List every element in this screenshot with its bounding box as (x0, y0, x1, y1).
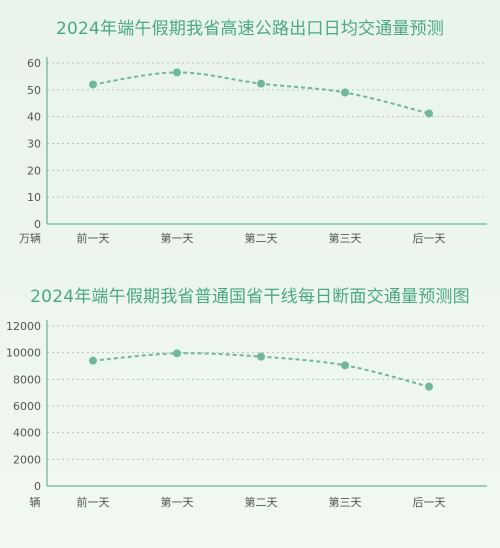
chart-1-y-tick-label: 30 (27, 138, 41, 151)
chart-1-series-line (92, 71, 430, 115)
chart-1-title: 2024年端午假期我省高速公路出口日均交通量预测 (55, 19, 445, 39)
chart-1-y-tick-label: 40 (27, 111, 41, 124)
chart-1-x-tick-label: 第一天 (161, 231, 194, 245)
chart-1-data-point (173, 68, 181, 77)
chart-2-x-tick-label: 后一天 (413, 496, 446, 509)
chart-2-y-tick-label: 6000 (13, 400, 41, 413)
chart-2-y-tick-label: 8000 (13, 373, 41, 386)
chart-1-y-tick-label: 60 (27, 57, 41, 70)
chart-2-y-tick-label: 10000 (6, 347, 41, 360)
chart-2-data-point (89, 356, 97, 365)
chart-1-x-tick-label: 第三天 (329, 231, 362, 245)
chart-2-national-provincial-road-volume: 0 2000 4000 6000 8000 10000 12000 辆 前一天 第一天 第二天 第三天… (6, 320, 487, 509)
chart-1-y-tick-label: 20 (27, 164, 41, 177)
chart-1-y-tick-label: 10 (27, 191, 41, 204)
chart-2-data-point (425, 382, 433, 391)
chart-2-x-tick-label: 前一天 (77, 495, 110, 509)
chart-1-highway-exit-volume: 0 10 20 30 40 50 60 万辆 前一天 第一天 第二天 第三天 后一天 (19, 57, 487, 245)
chart-1-x-tick-label: 前一天 (77, 231, 110, 245)
chart-2-data-point (257, 352, 265, 361)
chart-2-y-unit-label: 辆 (30, 495, 41, 509)
chart-2-y-tick-label: 12000 (6, 320, 41, 333)
chart-2-y-tick-label: 0 (34, 480, 41, 493)
chart-1-data-point (341, 88, 349, 97)
chart-2-y-tick-label: 4000 (13, 427, 41, 440)
chart-2-x-tick-label: 第一天 (161, 495, 194, 509)
chart-2-y-tick-label: 2000 (13, 453, 41, 466)
chart-1-y-tick-label: 50 (27, 84, 41, 97)
chart-2-data-point (341, 361, 349, 370)
chart-2-x-tick-label: 第三天 (329, 495, 362, 509)
chart-1-data-point (257, 79, 265, 88)
chart-1-data-point (425, 109, 433, 118)
chart-2-title: 2024年端午假期我省普通国省干线每日断面交通量预测图 (30, 287, 470, 307)
chart-2-data-point (173, 349, 181, 358)
chart-1-x-tick-label: 后一天 (413, 232, 446, 245)
chart-1-y-unit-label: 万辆 (19, 231, 41, 245)
chart-1-y-tick-label: 0 (34, 218, 41, 231)
chart-2-x-tick-label: 第二天 (245, 495, 278, 509)
chart-1-data-point (89, 80, 97, 89)
chart-1-x-tick-label: 第二天 (245, 231, 278, 245)
